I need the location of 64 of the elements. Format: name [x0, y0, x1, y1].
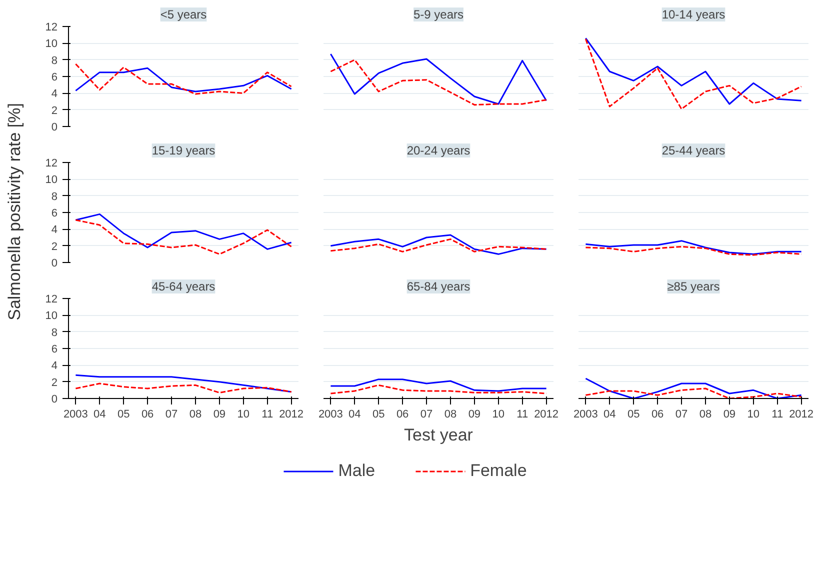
x-tick-label: 11: [772, 408, 784, 420]
x-tick-label: 04: [604, 408, 616, 420]
chart-title: 65-84 years: [406, 280, 470, 294]
y-tick-label: 8: [51, 326, 58, 339]
y-tick-label: 0: [51, 122, 58, 134]
chart-title: 5-9 years: [413, 8, 464, 22]
y-tick-label: 10: [45, 174, 58, 186]
x-tick-label: 06: [396, 408, 409, 420]
y-tick-label: 2: [51, 104, 58, 117]
y-tick-label: 12: [45, 158, 58, 170]
x-tick-label: 10: [747, 408, 760, 420]
x-tick-label: 10: [492, 408, 505, 420]
x-tick-label: 2012: [279, 408, 304, 420]
x-tick-label: 05: [117, 408, 130, 420]
y-tick-label: 4: [51, 88, 58, 100]
y-tick-label: 0: [51, 394, 58, 406]
x-tick-label: 09: [468, 408, 481, 420]
y-tick-label: 6: [51, 72, 58, 84]
chart-title: 25-44 years: [662, 144, 726, 158]
x-tick-label: 06: [141, 408, 154, 420]
y-tick-label: 2: [51, 240, 58, 253]
x-axis-title: Test year: [404, 426, 474, 444]
chart-title: 15-19 years: [152, 144, 216, 158]
y-tick-label: 8: [51, 190, 58, 203]
y-tick-label: 6: [51, 208, 58, 220]
x-tick-label: 07: [675, 408, 688, 420]
x-tick-label: 10: [237, 408, 250, 420]
x-tick-label: 11: [516, 408, 528, 420]
y-tick-label: 0: [51, 258, 58, 270]
legend-label: Female: [470, 460, 527, 480]
x-tick-label: 07: [420, 408, 433, 420]
x-tick-label: 2003: [573, 408, 598, 420]
chart-title: 20-24 years: [406, 144, 470, 158]
x-tick-label: 08: [699, 408, 712, 420]
y-tick-label: 8: [51, 54, 58, 67]
y-tick-label: 2: [51, 376, 58, 389]
y-tick-label: 10: [45, 310, 58, 322]
x-tick-label: 06: [651, 408, 664, 420]
x-tick-label: 2012: [534, 408, 559, 420]
x-tick-label: 09: [723, 408, 736, 420]
x-tick-label: 09: [213, 408, 226, 420]
x-tick-label: 05: [627, 408, 640, 420]
y-tick-label: 4: [51, 360, 58, 372]
x-tick-label: 11: [262, 408, 274, 420]
y-tick-label: 12: [45, 294, 58, 306]
legend-label: Male: [338, 460, 376, 480]
x-tick-label: 04: [348, 408, 361, 420]
chart-title: ≥85 years: [667, 280, 720, 294]
y-tick-label: 10: [45, 38, 58, 50]
x-tick-label: 2012: [789, 408, 814, 420]
x-tick-label: 05: [372, 408, 385, 420]
x-tick-label: 07: [165, 408, 178, 420]
x-tick-label: 04: [94, 408, 106, 420]
y-tick-label: 12: [45, 22, 58, 34]
x-tick-label: 08: [444, 408, 457, 420]
chart-title: 45-64 years: [152, 280, 216, 294]
chart-title: 10-14 years: [662, 8, 726, 22]
x-tick-label: 2003: [318, 408, 343, 420]
y-axis-title: Salmonella positivity rate [%]: [5, 103, 24, 320]
x-tick-label: 08: [189, 408, 202, 420]
y-tick-label: 4: [51, 224, 58, 236]
chart-title: <5 years: [160, 8, 207, 22]
y-tick-label: 6: [51, 344, 58, 356]
x-tick-label: 2003: [63, 408, 88, 420]
